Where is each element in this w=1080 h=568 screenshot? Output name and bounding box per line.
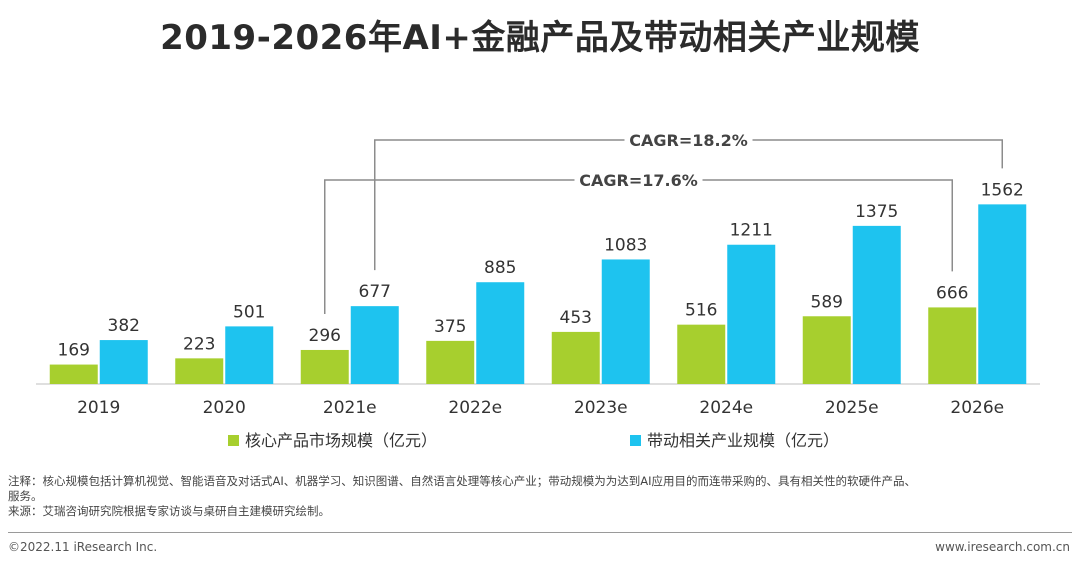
x-tick-label: 2024e [699,398,753,418]
bar-related [476,282,525,384]
bar-related [225,326,274,384]
cagr-bracket-line [752,139,1003,169]
bar-related [99,340,148,384]
value-label: 1562 [981,180,1024,200]
legend-label: 带动相关产业规模（亿元） [647,431,839,450]
legend-swatch [228,435,239,446]
bar-core [300,349,349,384]
legend-label: 核心产品市场规模（亿元） [245,431,437,450]
value-label: 1083 [604,235,647,255]
chart-notes: 注释：核心规模包括计算机视觉、智能语音及对话式AI、机器学习、知识图谱、自然语言… [8,474,1072,519]
copyright-text: ©2022.11 iResearch Inc. [8,540,158,554]
bar-related [852,225,901,384]
bar-core [551,331,600,384]
bar-core [175,358,224,384]
value-label: 375 [434,317,466,337]
bar-related [978,204,1027,384]
value-label: 677 [359,282,391,302]
footer-divider [8,532,1072,533]
value-label: 589 [811,292,843,312]
legend-swatch [630,435,641,446]
value-label: 296 [309,326,341,346]
value-label: 885 [484,258,516,278]
x-tick-label: 2021e [323,398,377,418]
bars [49,204,1027,384]
value-label: 666 [936,283,968,303]
x-tick-label: 2026e [950,398,1004,418]
x-tick-labels: 2019 2020 2021e 2022e 2023e 2024e 2025e 2026e [77,398,1004,418]
note-line: 注释：核心规模包括计算机视觉、智能语音及对话式AI、机器学习、知识图谱、自然语言… [8,474,917,488]
x-tick-label: 2020 [203,398,246,418]
value-label: 453 [560,308,592,328]
bar-core [426,340,475,384]
value-label: 1211 [730,221,773,241]
note-line: 服务。 [8,489,43,503]
x-tick-label: 2025e [825,398,879,418]
bar-chart: CAGR=18.2% CAGR=17.6% 169 382 223 501 296 677 3… [36,131,1040,450]
value-labels: 169 382 223 501 296 677 375 885 453 1083 516 1211 58… [58,180,1024,360]
x-tick-label: 2019 [77,398,120,418]
source-line: 来源：艾瑞咨询研究院根据专家访谈与桌研自主建模研究绘制。 [8,504,330,518]
bar-core [928,307,977,384]
bar-related [350,306,399,384]
cagr-bracket-line [324,179,575,314]
value-label: 516 [685,301,717,321]
x-tick-label: 2023e [574,398,628,418]
chart-title: 2019-2026年AI+金融产品及带动相关产业规模 [160,18,920,58]
cagr-label: CAGR=17.6% [579,171,698,190]
cagr-bracket-line [702,179,953,272]
bar-core [802,316,851,384]
cagr-label: CAGR=18.2% [629,131,748,150]
value-label: 223 [183,334,215,354]
x-tick-label: 2022e [448,398,502,418]
website-text: www.iresearch.com.cn [935,540,1070,554]
value-label: 1375 [855,202,898,222]
bar-core [677,324,726,384]
legend: 核心产品市场规模（亿元） 带动相关产业规模（亿元） [228,431,839,450]
bar-core [49,364,98,384]
value-label: 382 [108,316,140,336]
value-label: 501 [233,302,265,322]
bar-related [727,244,776,384]
cagr-bracket-line [374,139,625,271]
bar-related [601,259,650,384]
value-label: 169 [58,341,90,361]
cagr-brackets: CAGR=18.2% CAGR=17.6% [324,131,1003,314]
